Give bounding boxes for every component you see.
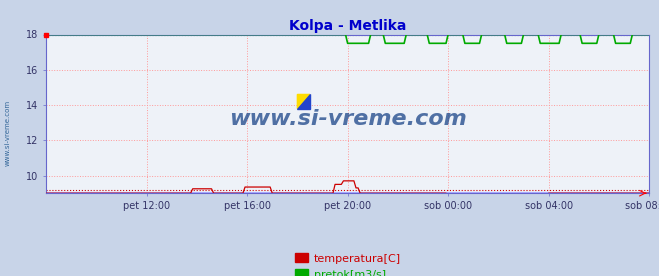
Legend: temperatura[C], pretok[m3/s]: temperatura[C], pretok[m3/s] bbox=[295, 253, 401, 276]
Polygon shape bbox=[297, 94, 310, 108]
Polygon shape bbox=[297, 94, 310, 108]
Text: www.si-vreme.com: www.si-vreme.com bbox=[5, 99, 11, 166]
Text: www.si-vreme.com: www.si-vreme.com bbox=[229, 109, 467, 129]
Title: Kolpa - Metlika: Kolpa - Metlika bbox=[289, 19, 407, 33]
